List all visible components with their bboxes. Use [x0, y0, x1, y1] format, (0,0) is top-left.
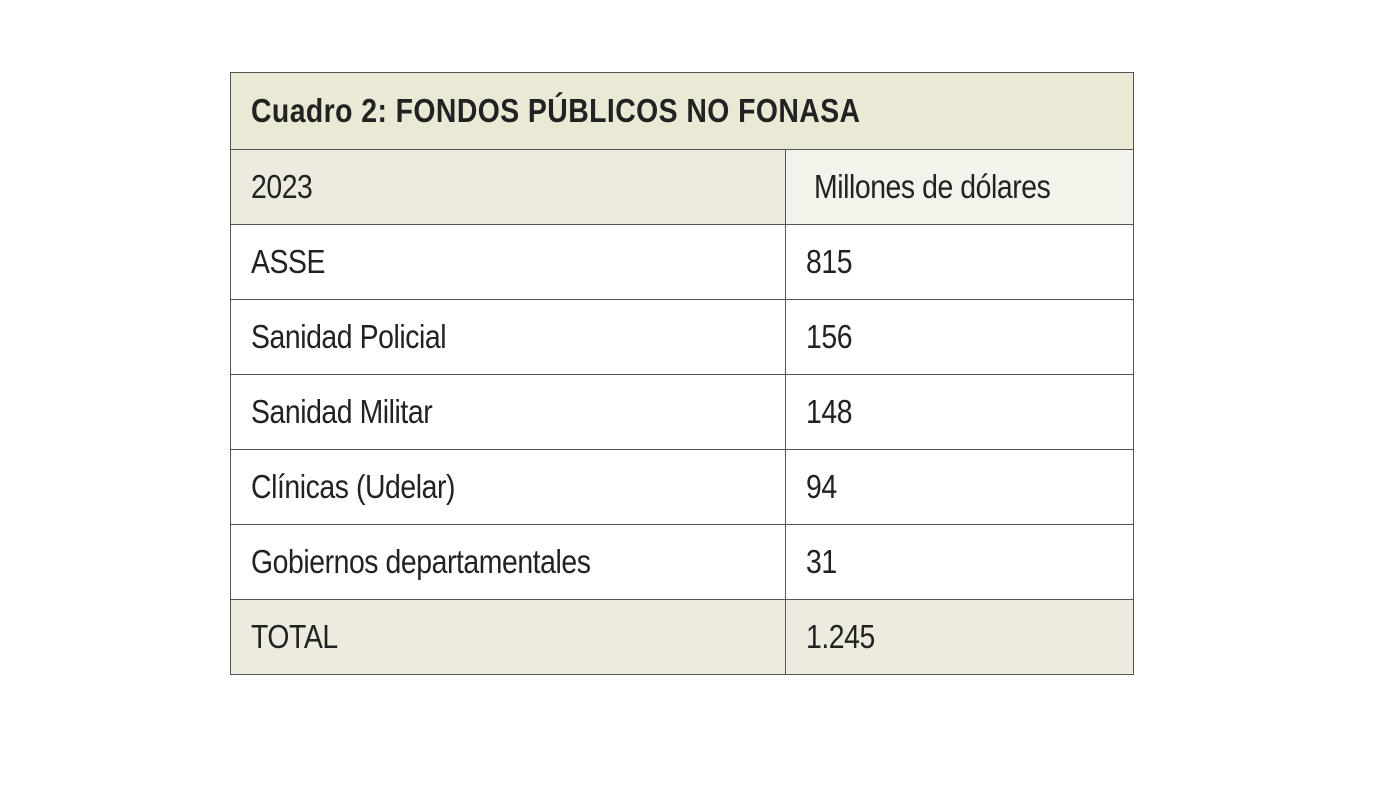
header-cell-unit: Millones de dólares [784, 149, 1135, 225]
row-label-text: Clínicas (Udelar) [251, 468, 456, 505]
table-row: ASSE 815 [230, 224, 1135, 300]
total-label-text: TOTAL [251, 618, 338, 655]
row-label-text: Gobiernos departamentales [251, 543, 591, 580]
row-value-text: 94 [806, 468, 837, 505]
total-value: 1.245 [784, 599, 1135, 675]
table-title-text: Cuadro 2: FONDOS PÚBLICOS NO FONASA [251, 92, 861, 129]
row-label: Sanidad Policial [230, 299, 786, 375]
row-value-text: 156 [806, 318, 853, 355]
row-value: 31 [784, 524, 1135, 600]
header-year-text: 2023 [251, 168, 313, 205]
row-label: Clínicas (Udelar) [230, 449, 786, 525]
total-value-text: 1.245 [806, 618, 875, 655]
row-label: Gobiernos departamentales [230, 524, 786, 600]
total-label: TOTAL [230, 599, 786, 675]
row-label-text: Sanidad Policial [251, 318, 447, 355]
table-header-row: 2023 Millones de dólares [230, 149, 1135, 225]
row-value: 156 [784, 299, 1135, 375]
row-value-text: 148 [806, 393, 853, 430]
row-value: 815 [784, 224, 1135, 300]
row-value: 94 [784, 449, 1135, 525]
row-label: Sanidad Militar [230, 374, 786, 450]
row-label-text: Sanidad Militar [251, 393, 433, 430]
table-title: Cuadro 2: FONDOS PÚBLICOS NO FONASA [229, 72, 1135, 150]
table-row: Gobiernos departamentales 31 [230, 524, 1135, 600]
table-row: Clínicas (Udelar) 94 [230, 449, 1135, 525]
table-total-row: TOTAL 1.245 [230, 599, 1135, 675]
row-value-text: 31 [806, 543, 837, 580]
row-label-text: ASSE [251, 243, 326, 280]
header-unit-text: Millones de dólares [814, 168, 1051, 205]
row-value: 148 [784, 374, 1135, 450]
table-row: Sanidad Militar 148 [230, 374, 1135, 450]
table-title-row: Cuadro 2: FONDOS PÚBLICOS NO FONASA [229, 72, 1135, 150]
row-value-text: 815 [806, 243, 853, 280]
header-cell-year: 2023 [230, 149, 786, 225]
table-row: Sanidad Policial 156 [230, 299, 1135, 375]
data-table: Cuadro 2: FONDOS PÚBLICOS NO FONASA 2023… [229, 72, 1135, 675]
table-container: Cuadro 2: FONDOS PÚBLICOS NO FONASA 2023… [229, 72, 1135, 675]
row-label: ASSE [230, 224, 786, 300]
